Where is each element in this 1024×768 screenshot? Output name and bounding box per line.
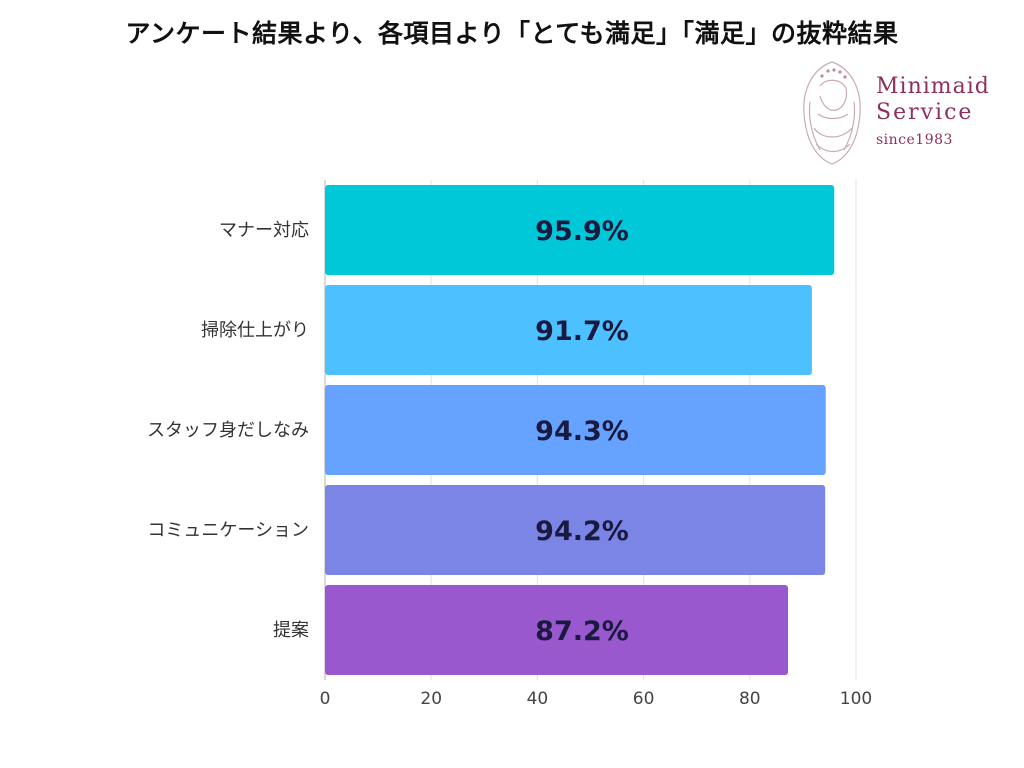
bar <box>325 185 835 275</box>
category-label: スタッフ身だしなみ <box>147 420 309 441</box>
x-tick-label: 60 <box>633 689 655 709</box>
x-tick-label: 20 <box>420 689 442 709</box>
x-tick-label: 0 <box>320 689 331 709</box>
bar <box>325 485 826 575</box>
category-label: マナー対応 <box>219 220 309 241</box>
data-label: 94.2% <box>535 516 629 547</box>
logo-tagline: since1983 <box>876 132 953 148</box>
logo-name-line1: Minimaid <box>876 74 990 99</box>
bar <box>325 285 812 375</box>
x-tick-label: 80 <box>739 689 761 709</box>
category-label: 提案 <box>273 620 309 641</box>
brand-logo: Minimaid Service since1983 <box>796 58 1016 170</box>
x-tick-label: 100 <box>840 689 872 709</box>
bar <box>325 585 789 675</box>
data-label: 95.9% <box>535 216 629 247</box>
x-tick-label: 40 <box>527 689 549 709</box>
woman-portrait-emblem-icon <box>803 61 861 165</box>
category-label: コミュニケーション <box>147 520 309 541</box>
data-label: 87.2% <box>535 616 629 647</box>
category-label: 掃除仕上がり <box>201 320 309 341</box>
data-label: 91.7% <box>535 316 629 347</box>
data-label: 94.3% <box>535 416 629 447</box>
chart-title: アンケート結果より、各項目より「とても満足」「満足」の抜粋結果 <box>125 19 899 48</box>
bar <box>325 385 826 475</box>
logo-name-line2: Service <box>876 100 974 125</box>
